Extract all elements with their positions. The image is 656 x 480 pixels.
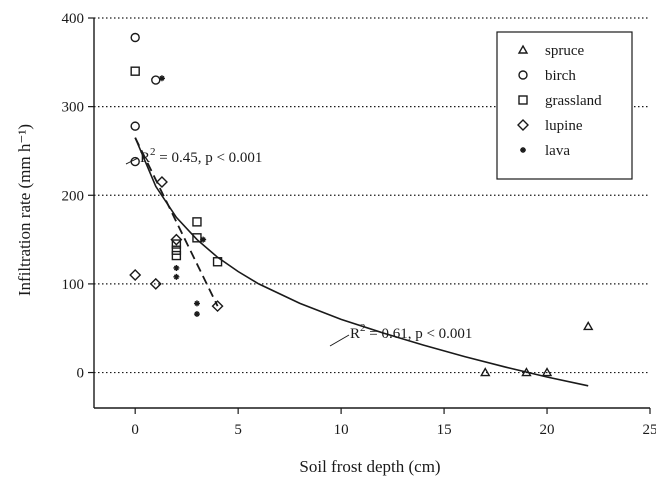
x-tick-label: 0 xyxy=(131,422,139,438)
y-tick-label: 400 xyxy=(62,11,85,27)
point-grassland xyxy=(212,257,223,267)
point-lupine xyxy=(149,277,162,290)
point-lava xyxy=(173,264,180,271)
legend-marker-birch xyxy=(518,70,528,80)
legend-label-lupine: lupine xyxy=(545,118,583,134)
annotation-rest: = 0.45, p < 0.001 xyxy=(156,150,263,166)
point-lupine xyxy=(170,233,183,246)
annotation-r: R xyxy=(350,326,360,342)
y-tick-label: 0 xyxy=(77,366,85,382)
x-tick-label: 10 xyxy=(334,422,349,438)
x-tick-label: 20 xyxy=(540,422,555,438)
annotation-leader-1 xyxy=(125,157,139,165)
legend: spruce birch grassland lupine lava xyxy=(496,31,633,180)
y-tick-label: 100 xyxy=(62,277,85,293)
point-lupine xyxy=(155,175,168,188)
gridlines xyxy=(94,17,650,374)
annotation-r2-lupine-fit: R2 = 0.45, p < 0.001 xyxy=(140,146,262,166)
legend-marker-grassland xyxy=(518,95,528,105)
legend-label-lava: lava xyxy=(545,143,570,159)
legend-label-spruce: spruce xyxy=(545,43,584,59)
point-grassland xyxy=(171,250,182,261)
point-spruce xyxy=(541,367,553,377)
point-birch xyxy=(130,32,140,43)
point-lava xyxy=(193,311,200,318)
annotation-sup: 2 xyxy=(150,146,156,158)
legend-marker-lava xyxy=(520,147,526,153)
point-lupine xyxy=(129,269,142,282)
point-spruce xyxy=(583,321,594,331)
legend-label-birch: birch xyxy=(545,68,576,84)
point-grassland xyxy=(171,245,182,255)
annotation-sup: 2 xyxy=(360,322,366,334)
point-lava xyxy=(173,273,180,280)
legend-marker-lupine xyxy=(517,119,529,131)
x-tick-label: 5 xyxy=(234,422,242,438)
legend-box xyxy=(496,31,633,180)
point-lupine xyxy=(211,300,224,313)
fit-line-solid xyxy=(134,137,589,387)
point-birch xyxy=(151,75,161,85)
axes: 0 100 200 300 400 0 5 10 15 20 25 xyxy=(62,11,656,438)
point-spruce xyxy=(521,367,532,377)
annotation-r: R xyxy=(140,150,150,166)
x-axis-title: Soil frost depth (cm) xyxy=(299,457,440,476)
legend-label-grassland: grassland xyxy=(545,93,602,109)
point-grassland xyxy=(130,66,140,76)
annotation-rest: = 0.61, p < 0.001 xyxy=(366,326,473,342)
point-grassland xyxy=(192,217,202,227)
point-spruce xyxy=(480,367,491,377)
point-grassland xyxy=(171,239,182,249)
point-birch xyxy=(130,121,140,131)
point-lava xyxy=(200,236,207,243)
x-tick-label: 15 xyxy=(437,422,452,438)
annotation-r2-overall-fit: R2 = 0.61, p < 0.001 xyxy=(350,322,472,342)
point-lava xyxy=(193,300,200,307)
y-tick-label: 200 xyxy=(62,188,85,204)
x-tick-label: 25 xyxy=(643,422,656,438)
y-axis-title: Infiltration rate (mm h⁻¹) xyxy=(15,124,34,296)
y-tick-label: 300 xyxy=(62,100,85,116)
fit-curves xyxy=(134,137,589,387)
annotation-leader-2 xyxy=(329,334,350,347)
fit-line-dashed xyxy=(134,137,219,307)
legend-marker-spruce xyxy=(517,44,529,54)
data-points xyxy=(129,32,594,377)
point-lava xyxy=(158,75,165,82)
point-birch xyxy=(130,156,140,167)
